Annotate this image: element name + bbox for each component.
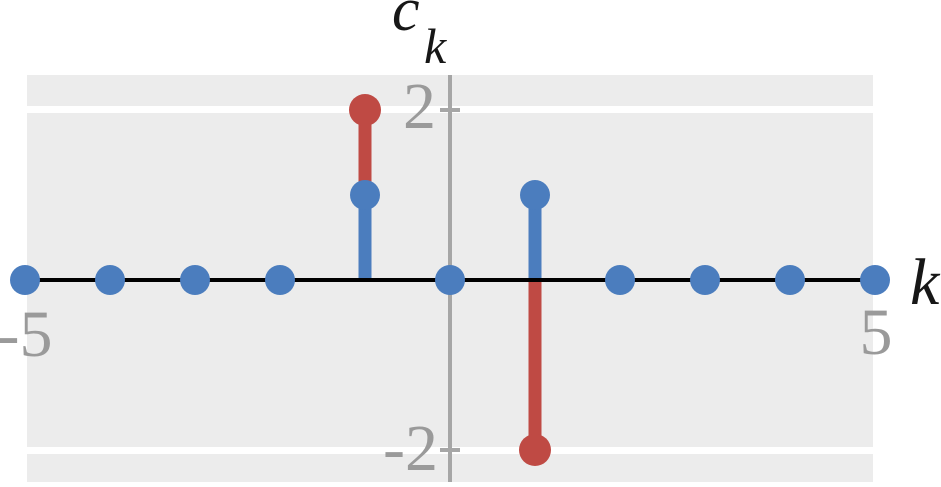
x-tick-label-neg5: -5 bbox=[0, 298, 52, 371]
plot-layer bbox=[10, 94, 890, 466]
blue-series-dot bbox=[860, 265, 890, 295]
y-axis-title-subscript: k bbox=[424, 18, 447, 74]
blue-series-dot bbox=[350, 180, 380, 210]
red-series-dot bbox=[349, 94, 381, 126]
blue-series-dot bbox=[10, 265, 40, 295]
y-tick-label-neg2: -2 bbox=[383, 412, 438, 485]
x-axis-title: k bbox=[910, 246, 941, 319]
y-axis-title-base: c bbox=[392, 0, 420, 44]
blue-series-dot bbox=[605, 265, 635, 295]
blue-series-dot bbox=[435, 265, 465, 295]
y-tick-label-2: 2 bbox=[403, 70, 436, 143]
blue-series-dot bbox=[265, 265, 295, 295]
blue-series-dot bbox=[520, 180, 550, 210]
blue-series-dot bbox=[180, 265, 210, 295]
red-series-dot bbox=[519, 434, 551, 466]
x-tick-label-5: 5 bbox=[860, 296, 893, 369]
blue-series-dot bbox=[775, 265, 805, 295]
blue-series-dot bbox=[95, 265, 125, 295]
blue-series-dot bbox=[690, 265, 720, 295]
